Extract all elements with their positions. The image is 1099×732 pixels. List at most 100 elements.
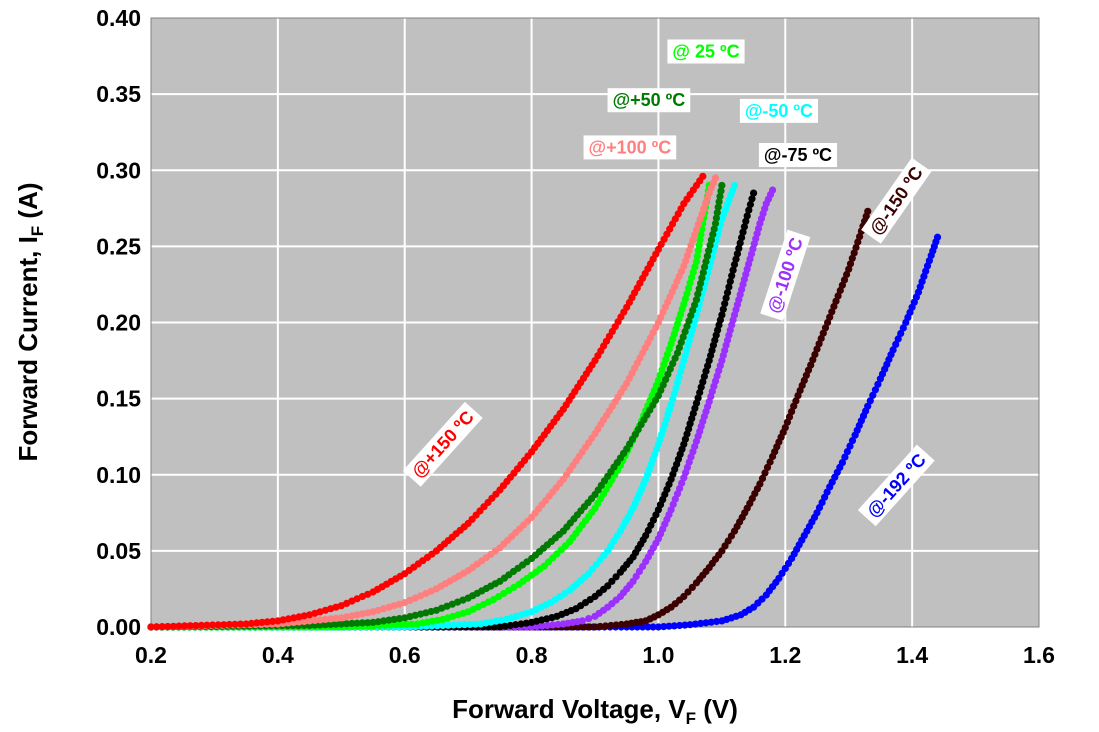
x-tick-label: 1.6 bbox=[1023, 642, 1055, 668]
data-point bbox=[718, 181, 726, 190]
data-point bbox=[866, 397, 874, 405]
data-point bbox=[186, 622, 194, 630]
y-tick-label: 0.40 bbox=[96, 5, 141, 31]
data-point bbox=[713, 209, 721, 217]
data-point bbox=[343, 620, 351, 628]
data-point bbox=[522, 619, 530, 627]
data-point bbox=[517, 620, 525, 628]
data-point bbox=[364, 619, 372, 627]
data-point bbox=[841, 453, 849, 461]
data-point bbox=[242, 620, 250, 628]
series-label-text: @-75 ºC bbox=[764, 145, 832, 165]
data-point bbox=[607, 621, 615, 630]
data-point bbox=[672, 384, 680, 392]
data-point bbox=[612, 621, 620, 629]
data-point bbox=[874, 380, 882, 388]
data-point bbox=[578, 617, 586, 625]
data-point bbox=[728, 272, 736, 280]
data-point bbox=[591, 623, 599, 631]
data-point bbox=[397, 621, 405, 629]
x-tick-label: 1.4 bbox=[896, 642, 928, 668]
data-point bbox=[153, 623, 161, 631]
data-point bbox=[353, 619, 361, 627]
data-point bbox=[675, 373, 683, 381]
label-background bbox=[758, 143, 838, 168]
data-point bbox=[705, 247, 713, 255]
data-point bbox=[736, 239, 744, 247]
data-point bbox=[726, 277, 734, 285]
data-point bbox=[455, 621, 463, 629]
data-point bbox=[295, 618, 303, 626]
data-point bbox=[766, 458, 774, 466]
data-point bbox=[657, 386, 665, 394]
data-point bbox=[374, 618, 382, 626]
data-point bbox=[889, 346, 897, 354]
data-point bbox=[689, 268, 697, 276]
data-point bbox=[701, 263, 709, 271]
data-point bbox=[247, 619, 255, 628]
data-point bbox=[660, 623, 668, 631]
data-point bbox=[848, 437, 857, 445]
x-tick-label: 1.0 bbox=[642, 642, 674, 668]
data-point bbox=[676, 621, 684, 630]
data-point bbox=[761, 469, 769, 477]
data-point bbox=[871, 386, 880, 394]
data-point bbox=[852, 243, 860, 252]
data-point bbox=[742, 217, 750, 225]
data-point bbox=[348, 619, 356, 628]
x-axis-title: Forward Voltage, VF (V) bbox=[452, 694, 738, 728]
data-point bbox=[533, 622, 541, 631]
label-background bbox=[857, 444, 935, 527]
data-point bbox=[834, 292, 842, 300]
label-background bbox=[402, 401, 483, 487]
data-point bbox=[725, 283, 733, 291]
data-point bbox=[549, 621, 557, 629]
data-point bbox=[677, 368, 685, 376]
data-point bbox=[733, 250, 742, 258]
data-point bbox=[402, 620, 411, 629]
data-point bbox=[688, 583, 696, 592]
series-layer bbox=[147, 172, 942, 631]
data-point bbox=[439, 621, 447, 630]
data-point bbox=[604, 582, 612, 590]
data-point bbox=[321, 615, 329, 624]
y-tick-label: 0.35 bbox=[96, 81, 141, 107]
data-point bbox=[670, 390, 678, 398]
data-point bbox=[327, 615, 335, 623]
data-point bbox=[316, 621, 324, 629]
x-axis-tick-labels: 0.2 0.4 0.6 0.8 1.0 1.2 1.4 1.6 bbox=[135, 642, 1055, 668]
data-point bbox=[739, 228, 747, 236]
series-label-text: @-50 ºC bbox=[745, 101, 813, 121]
data-point bbox=[694, 247, 702, 255]
data-point bbox=[722, 294, 730, 302]
data-point bbox=[664, 370, 672, 378]
series-label-p25: @ 25 ºC bbox=[667, 39, 745, 64]
data-point bbox=[654, 623, 663, 631]
grid-lines bbox=[151, 18, 1039, 627]
data-point bbox=[723, 289, 732, 297]
data-point bbox=[710, 225, 718, 233]
x-tick-label: 0.8 bbox=[516, 642, 548, 668]
data-point bbox=[673, 349, 682, 357]
data-point bbox=[392, 621, 400, 629]
x-tick-label: 0.6 bbox=[389, 642, 421, 668]
data-point bbox=[696, 236, 704, 244]
data-point bbox=[699, 268, 707, 277]
data-point bbox=[164, 622, 172, 631]
data-point bbox=[711, 174, 720, 182]
data-point bbox=[369, 618, 377, 627]
data-point bbox=[740, 223, 749, 231]
data-point bbox=[538, 622, 546, 630]
label-background bbox=[739, 98, 819, 123]
y-tick-label: 0.20 bbox=[96, 310, 141, 336]
series-label-text: @ 25 ºC bbox=[672, 41, 739, 61]
y-tick-label: 0.10 bbox=[96, 462, 141, 488]
data-point bbox=[758, 474, 767, 482]
data-point bbox=[225, 620, 233, 629]
data-point bbox=[673, 379, 682, 387]
data-point bbox=[699, 378, 707, 386]
data-point bbox=[586, 623, 594, 631]
data-point bbox=[746, 200, 755, 209]
data-point bbox=[602, 622, 610, 630]
data-point bbox=[665, 622, 673, 630]
